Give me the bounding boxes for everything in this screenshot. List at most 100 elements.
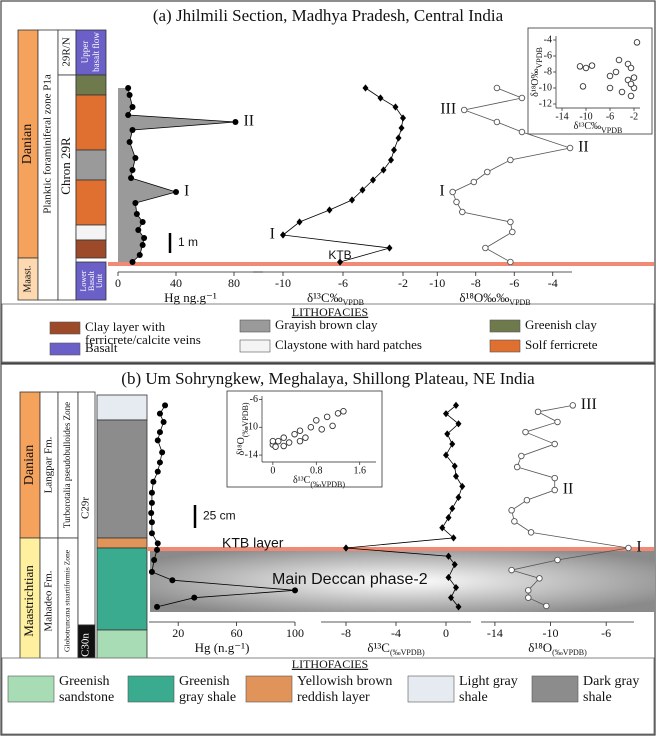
litho-layer bbox=[76, 95, 106, 150]
litho-layer bbox=[97, 395, 147, 420]
point bbox=[169, 577, 175, 583]
legend-swatch bbox=[490, 340, 520, 352]
axis-title-main: δ¹³C bbox=[367, 640, 390, 655]
x-tick-label: -4 bbox=[391, 626, 401, 640]
x-tick-label: 40 bbox=[170, 276, 182, 290]
point bbox=[525, 588, 531, 594]
point bbox=[628, 81, 634, 87]
zone-label: Globotruncana stuartiformis Zone bbox=[63, 549, 72, 652]
point bbox=[514, 464, 520, 470]
legend-swatch bbox=[246, 676, 292, 702]
point bbox=[161, 419, 167, 425]
legend-label: Greenish bbox=[59, 674, 110, 689]
point bbox=[270, 438, 276, 444]
chron-label: C30n bbox=[80, 633, 92, 657]
point bbox=[508, 259, 514, 265]
axis-title-main: δ¹³C‰ bbox=[574, 121, 601, 132]
axis-title: δ¹³C‰VPDB bbox=[307, 290, 364, 307]
area-fill bbox=[118, 88, 235, 262]
point bbox=[162, 402, 168, 408]
stage-label: Danian bbox=[20, 124, 35, 164]
point bbox=[626, 545, 632, 551]
x-tick-label: 60 bbox=[231, 626, 243, 640]
point bbox=[134, 211, 140, 217]
point bbox=[313, 418, 319, 424]
point bbox=[399, 124, 405, 131]
point bbox=[453, 473, 459, 480]
point bbox=[151, 557, 157, 563]
point-label: II bbox=[578, 139, 589, 156]
chron-label: Chron 29R bbox=[58, 137, 73, 195]
x-tick-label: 80 bbox=[228, 276, 240, 290]
scale-bar-label: 1 m bbox=[178, 235, 198, 249]
point bbox=[130, 104, 136, 110]
legend-label: shale bbox=[459, 690, 488, 705]
legend-label: Solf ferricrete bbox=[525, 337, 598, 352]
point bbox=[127, 139, 133, 145]
axis-title-sub: VPDB bbox=[509, 298, 530, 307]
point bbox=[519, 95, 525, 101]
x-tick-label: -14 bbox=[487, 626, 503, 640]
point bbox=[449, 505, 455, 512]
point-label: III bbox=[581, 396, 597, 413]
x-tick-label: -8 bbox=[471, 276, 481, 290]
axis-title-sub: VPDB bbox=[601, 126, 622, 135]
point bbox=[459, 209, 465, 215]
y-tick-label: -6 bbox=[544, 50, 552, 61]
point bbox=[519, 129, 525, 135]
x-tick-label: -2 bbox=[630, 111, 638, 122]
point bbox=[297, 218, 303, 225]
legend-title: LITHOFACIES bbox=[292, 657, 368, 671]
x-tick-label: 0 bbox=[443, 626, 449, 640]
point bbox=[141, 235, 147, 241]
axis-title-sub: (‰VPDB) bbox=[552, 648, 587, 657]
point bbox=[444, 430, 450, 437]
x-tick-label: -10 bbox=[275, 276, 291, 290]
point bbox=[628, 93, 634, 99]
point bbox=[157, 459, 163, 465]
point-label: II bbox=[243, 113, 254, 130]
axis-title-main: δ¹³C‰ bbox=[307, 290, 343, 305]
legend-swatch bbox=[128, 676, 174, 702]
panel-title: (a) Jhilmili Section, Madhya Pradesh, Ce… bbox=[153, 6, 504, 25]
point bbox=[157, 429, 163, 435]
point bbox=[292, 587, 298, 593]
litho-layer bbox=[76, 75, 106, 95]
point bbox=[396, 134, 402, 141]
point bbox=[449, 440, 455, 447]
point-label: III bbox=[440, 101, 456, 118]
formation-label: Mahadeo Fm. bbox=[43, 570, 55, 631]
point bbox=[154, 604, 160, 610]
point bbox=[391, 146, 397, 153]
scale-bar-label: 25 cm bbox=[203, 509, 236, 523]
axis-title-sub: (‰VPDB) bbox=[390, 648, 425, 657]
stage-label: Maastrichtian bbox=[21, 565, 36, 637]
point bbox=[483, 245, 489, 251]
point bbox=[149, 490, 155, 496]
axis-title: Hg (n.g⁻¹) bbox=[195, 640, 250, 655]
litho-layer bbox=[97, 420, 147, 538]
point bbox=[149, 569, 155, 575]
x-tick-label: -8 bbox=[341, 626, 351, 640]
litho-layer bbox=[76, 150, 106, 180]
axis-title-main: δ¹⁸O‰ bbox=[530, 68, 541, 96]
litho-layer bbox=[97, 630, 147, 662]
axis-title-sub: VPDB bbox=[535, 47, 544, 68]
axis-title-sub: (‰VPDB) bbox=[310, 480, 345, 489]
point bbox=[132, 200, 138, 206]
point bbox=[607, 85, 613, 91]
point bbox=[523, 429, 529, 435]
axis-title-main: δ¹⁸O‰‰ bbox=[459, 290, 509, 305]
x-tick-label: -6 bbox=[601, 626, 611, 640]
point bbox=[149, 500, 155, 506]
litho-layer bbox=[76, 240, 106, 258]
legend-label: Yellowish brown bbox=[297, 674, 392, 689]
x-tick-label: 0 bbox=[115, 276, 121, 290]
point bbox=[509, 567, 515, 573]
legend-label: Light gray bbox=[459, 674, 518, 689]
y-tick-label: -4 bbox=[544, 34, 552, 45]
point bbox=[132, 155, 138, 161]
legend-label: sandstone bbox=[59, 690, 114, 705]
x-tick-label: 1.6 bbox=[353, 465, 366, 476]
axis-title: δ¹⁸O(‰VPDB) bbox=[528, 640, 587, 657]
